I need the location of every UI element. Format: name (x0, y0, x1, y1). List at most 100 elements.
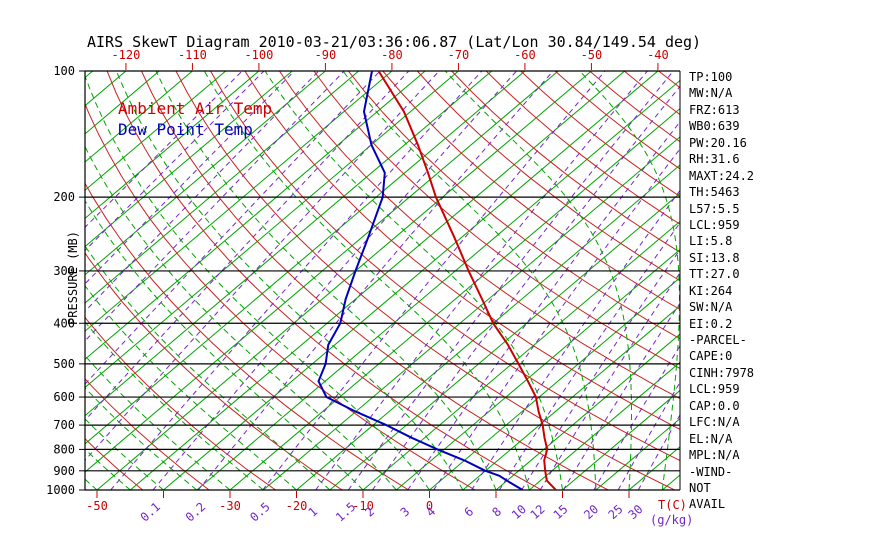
isotherm-line (85, 71, 193, 163)
mixing-ratio-label: 4 (424, 504, 439, 519)
isotherm-line (196, 79, 680, 490)
isotherm-line (0, 71, 59, 490)
stat-line: RH:31.6 (689, 152, 740, 167)
isotherm-line (462, 305, 680, 490)
mixing-ratio-line (347, 71, 674, 490)
dry-adiabat-line (85, 252, 343, 490)
stat-line: FRZ:613 (689, 102, 740, 117)
dry-adiabat-line (589, 71, 680, 143)
stats-panel: TP:100 MW:N/A FRZ:613 WB0:639 PW:20.16 RH:31.… (689, 69, 754, 513)
mixing-ratio-label: 15 (551, 502, 571, 522)
mixing-ratio-line (539, 272, 680, 490)
stat-line: EI:0.2 (689, 316, 733, 331)
mixing-ratio-line (433, 148, 680, 490)
moist-adiabat-line (85, 74, 430, 490)
mixing-ratio-label: 12 (527, 502, 547, 522)
stat-line: LFC:N/A (689, 415, 740, 430)
mixing-ratio-label: 10 (509, 502, 529, 522)
mixing-ratio-line (471, 189, 680, 490)
mixing-ratio-line (197, 71, 554, 490)
mixing-ratio-label: 30 (626, 502, 646, 522)
dew-point-curve (317, 71, 524, 490)
ambient-temp-curve (377, 71, 557, 490)
mixing-ratio-line (407, 121, 680, 490)
mixing-ratio-line (637, 413, 680, 490)
isotherm-line (362, 220, 680, 490)
top-axis-labels: -120 -110 -100 -90 -80 -70 -60 -50 -40 (111, 48, 669, 70)
dry-adiabat-line (520, 71, 680, 198)
isotherm-line (85, 71, 526, 445)
top-temp-label: -40 (647, 48, 669, 62)
isotherm-line (85, 71, 260, 220)
top-temp-label: -120 (111, 48, 140, 62)
stat-line: L57:5.5 (689, 201, 740, 216)
moist-adiabat-lines (0, 71, 680, 490)
mixing-ratio-label: 1 (306, 504, 321, 519)
isotherm-line (85, 71, 459, 389)
mixing-ratio-line (85, 71, 265, 252)
stat-line: SW:N/A (689, 300, 733, 315)
bottom-temp-label: 0 (426, 499, 433, 513)
stat-line: MPL:N/A (689, 448, 740, 463)
stat-line: MAXT:24.2 (689, 168, 755, 183)
mixing-ratio-label: 25 (605, 502, 625, 522)
isotherm-line (595, 417, 680, 490)
dry-adiabat-line (485, 71, 680, 225)
pressure-tick-label: 300 (53, 264, 75, 278)
mixing-ratio-line (110, 71, 483, 490)
moist-adiabat-line (85, 145, 397, 490)
bottom-temp-label: -10 (352, 499, 374, 513)
pressure-axis-title: PRESSURE (MB) (66, 231, 80, 325)
bottom-temp-label: -50 (86, 499, 108, 513)
moist-adiabat-line (0, 71, 31, 490)
dry-adiabat-line (85, 182, 409, 490)
isotherm-line (85, 71, 426, 360)
stat-line: TH:5463 (689, 185, 740, 200)
top-temp-label: -100 (244, 48, 273, 62)
pressure-tick-label: 200 (53, 190, 75, 204)
temp-unit-label: T(C) (658, 498, 687, 512)
dry-adiabat-line (85, 316, 276, 490)
bottom-temp-label: -20 (286, 499, 308, 513)
mixing-ratio-line (371, 85, 680, 490)
pressure-tick-label: 100 (53, 64, 75, 78)
mixing-ratio-line (85, 71, 295, 285)
isotherm-line (129, 71, 626, 490)
moist-adiabat-line (85, 418, 164, 490)
dry-adiabat-line (382, 71, 680, 311)
mixing-ratio-line (521, 248, 680, 490)
dry-adiabat-line (175, 71, 675, 490)
top-temp-label: -50 (581, 48, 603, 62)
top-temp-label: -90 (315, 48, 337, 62)
dry-adiabat-line (141, 71, 609, 490)
mixing-ratio-line (498, 221, 680, 490)
mixing-ratio-label: 8 (489, 504, 504, 519)
stat-line: -PARCEL- (689, 333, 747, 347)
pressure-tick-label: 400 (53, 316, 75, 330)
dry-adiabat-line (554, 71, 680, 170)
mixing-ratio-label: 0.1 (138, 500, 163, 525)
mixing-ratio-line (85, 71, 381, 385)
moist-adiabat-line (264, 71, 563, 490)
mixing-ratio-label: 0.5 (247, 500, 272, 525)
stat-line: AVAIL (689, 497, 726, 512)
isotherm-line (329, 192, 680, 490)
pressure-axis-labels: 100 200 300 400 500 600 700 800 900 1000 PRESSURE … (46, 64, 85, 497)
chart-title: AIRS SkewT Diagram 2010-03-21/03:36:06.8… (87, 33, 702, 51)
legend-dew-point-temp: Dew Point Temp (118, 120, 253, 139)
mixing-ratio-label: 0.2 (183, 500, 208, 525)
stat-line: LCL:959 (689, 382, 740, 397)
profile-curves (317, 71, 557, 490)
moist-adiabat-line (85, 387, 198, 490)
stat-line: NOT (689, 480, 711, 495)
top-temp-label: -80 (381, 48, 403, 62)
stat-line: MW:N/A (689, 86, 733, 101)
stat-line: LCL:959 (689, 217, 740, 232)
isotherm-lines (0, 71, 680, 490)
bottom-temp-label: -30 (219, 499, 241, 513)
dry-adiabat-line (451, 71, 680, 253)
dry-adiabat-line (278, 71, 680, 400)
isotherm-line (395, 248, 680, 490)
mixing-ratio-line (85, 71, 440, 462)
